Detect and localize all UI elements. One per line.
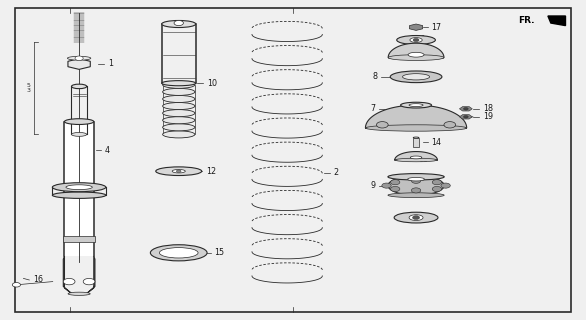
Circle shape (376, 122, 388, 128)
Circle shape (411, 188, 421, 193)
Ellipse shape (409, 215, 423, 220)
Ellipse shape (390, 71, 442, 83)
Circle shape (411, 178, 421, 183)
Circle shape (63, 278, 75, 285)
Text: 8: 8 (372, 72, 377, 81)
Polygon shape (395, 152, 437, 160)
Polygon shape (388, 43, 444, 58)
Ellipse shape (52, 192, 106, 198)
Text: 17: 17 (431, 23, 441, 32)
Ellipse shape (410, 38, 422, 42)
Circle shape (441, 183, 450, 188)
Ellipse shape (162, 124, 195, 131)
Ellipse shape (67, 56, 91, 60)
Ellipse shape (162, 20, 196, 28)
Polygon shape (63, 256, 73, 294)
Text: FR.: FR. (519, 16, 535, 25)
Circle shape (413, 216, 420, 220)
Ellipse shape (66, 185, 93, 189)
Text: 15: 15 (214, 248, 224, 257)
Ellipse shape (64, 119, 94, 124)
Bar (63, 236, 95, 242)
Ellipse shape (388, 173, 444, 180)
Ellipse shape (162, 131, 195, 138)
Circle shape (83, 278, 95, 285)
Text: 6: 6 (420, 36, 425, 44)
Text: 18: 18 (483, 104, 493, 113)
Polygon shape (459, 107, 472, 111)
Ellipse shape (401, 102, 431, 108)
Text: 13: 13 (418, 53, 428, 62)
Text: 14: 14 (431, 138, 441, 147)
Ellipse shape (408, 177, 424, 181)
Circle shape (176, 170, 181, 172)
Circle shape (432, 180, 442, 185)
Ellipse shape (162, 102, 195, 109)
Ellipse shape (403, 74, 430, 80)
Text: 12: 12 (206, 167, 216, 176)
Text: 7: 7 (370, 104, 376, 113)
Ellipse shape (397, 36, 435, 44)
Ellipse shape (162, 95, 195, 102)
Ellipse shape (388, 193, 444, 197)
Ellipse shape (162, 81, 196, 86)
Circle shape (75, 56, 83, 60)
Circle shape (390, 187, 400, 192)
Ellipse shape (388, 176, 444, 195)
Ellipse shape (409, 104, 423, 107)
Circle shape (432, 187, 442, 192)
Polygon shape (68, 59, 90, 69)
Ellipse shape (410, 156, 422, 159)
Ellipse shape (172, 170, 185, 173)
Circle shape (174, 20, 183, 26)
Circle shape (464, 108, 468, 110)
Ellipse shape (162, 81, 195, 88)
Ellipse shape (52, 183, 106, 192)
Polygon shape (459, 115, 472, 119)
Ellipse shape (408, 52, 424, 57)
Ellipse shape (394, 212, 438, 223)
Ellipse shape (156, 167, 202, 175)
Text: 5
3: 5 3 (26, 83, 30, 93)
Ellipse shape (71, 84, 87, 89)
Ellipse shape (162, 110, 195, 117)
Ellipse shape (71, 132, 87, 136)
Circle shape (444, 122, 456, 128)
Text: 2: 2 (333, 168, 339, 177)
Ellipse shape (151, 245, 207, 261)
Text: 1: 1 (108, 60, 113, 68)
Text: 9: 9 (370, 181, 376, 190)
Text: 4: 4 (105, 146, 110, 155)
Polygon shape (86, 256, 95, 294)
Ellipse shape (395, 158, 437, 162)
Circle shape (413, 38, 419, 42)
Bar (64, 122, 94, 256)
Ellipse shape (162, 117, 195, 124)
Circle shape (464, 116, 468, 118)
Text: 13: 13 (418, 156, 428, 164)
Ellipse shape (366, 125, 466, 131)
Polygon shape (410, 24, 423, 30)
Ellipse shape (162, 88, 195, 95)
Ellipse shape (68, 292, 90, 295)
Polygon shape (548, 16, 565, 26)
Ellipse shape (159, 248, 198, 258)
Text: 11: 11 (418, 213, 428, 222)
Text: 10: 10 (207, 79, 217, 88)
Circle shape (382, 183, 391, 188)
Ellipse shape (413, 137, 419, 138)
Text: 16: 16 (33, 276, 43, 284)
Circle shape (390, 180, 400, 185)
Bar (413, 138, 419, 147)
Ellipse shape (388, 55, 444, 60)
Text: 19: 19 (483, 112, 493, 121)
Circle shape (12, 283, 21, 287)
Polygon shape (366, 105, 466, 128)
